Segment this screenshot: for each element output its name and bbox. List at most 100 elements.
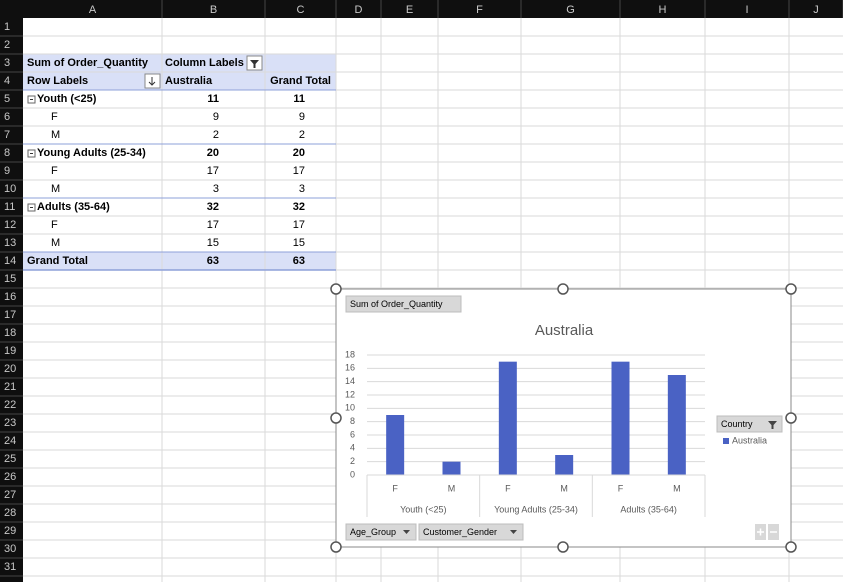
row-header[interactable]: 15 xyxy=(4,273,16,285)
row-header[interactable]: 25 xyxy=(4,453,16,465)
resize-handle[interactable] xyxy=(330,541,342,553)
resize-handle[interactable] xyxy=(785,283,797,295)
row-header[interactable]: 11 xyxy=(4,201,15,213)
row-header[interactable]: 9 xyxy=(4,165,10,177)
row-header[interactable]: 3 xyxy=(4,57,10,69)
pivot-item-label[interactable]: M xyxy=(51,129,60,141)
row-header[interactable]: 5 xyxy=(4,93,10,105)
row-header[interactable]: 10 xyxy=(4,183,16,195)
pivot-column-labels[interactable]: Column Labels xyxy=(165,57,244,69)
field-button[interactable] xyxy=(716,415,783,433)
pivot-value-field[interactable]: Sum of Order_Quantity xyxy=(27,57,149,69)
resize-handle[interactable] xyxy=(785,541,797,553)
column-header[interactable]: D xyxy=(355,4,363,16)
row-header[interactable]: 30 xyxy=(4,543,16,555)
pivot-item-label[interactable]: F xyxy=(51,165,58,177)
x-group-label: Young Adults (25-34) xyxy=(494,504,578,514)
column-header[interactable]: F xyxy=(476,4,483,16)
pivot-item-label[interactable]: M xyxy=(51,183,60,195)
row-header[interactable]: 1 xyxy=(4,21,10,33)
pivot-group-value[interactable]: 32 xyxy=(293,201,305,213)
pivot-grand-total-label[interactable]: Grand Total xyxy=(27,255,88,267)
field-button-label[interactable]: Country xyxy=(721,419,753,429)
field-button[interactable] xyxy=(418,523,524,541)
pivot-group-value[interactable]: 11 xyxy=(207,93,219,105)
column-header[interactable]: E xyxy=(406,4,413,16)
pivot-group-value[interactable]: 11 xyxy=(293,93,305,105)
pivot-column-header[interactable]: Grand Total xyxy=(270,75,331,87)
column-header[interactable]: A xyxy=(89,4,97,16)
row-header[interactable]: 19 xyxy=(4,345,16,357)
y-tick-label: 12 xyxy=(345,389,355,399)
row-header[interactable]: 12 xyxy=(4,219,16,231)
row-header[interactable]: 20 xyxy=(4,363,16,375)
column-header[interactable]: H xyxy=(659,4,667,16)
pivot-item-value[interactable]: 9 xyxy=(213,111,219,123)
pivot-group-label[interactable]: Adults (35-64) xyxy=(37,201,110,213)
field-button[interactable] xyxy=(345,295,462,313)
resize-handle[interactable] xyxy=(557,283,569,295)
pivot-group-value[interactable]: 20 xyxy=(207,147,219,159)
chart-area[interactable] xyxy=(335,288,792,548)
field-button[interactable] xyxy=(345,523,417,541)
row-header[interactable]: 2 xyxy=(4,39,10,51)
resize-handle[interactable] xyxy=(330,412,342,424)
pivot-column-header[interactable]: Australia xyxy=(165,75,213,87)
row-header[interactable]: 6 xyxy=(4,111,10,123)
pivot-item-value[interactable]: 2 xyxy=(299,129,305,141)
legend-label: Australia xyxy=(732,435,767,445)
pivot-item-label[interactable]: M xyxy=(51,237,60,249)
pivot-grand-total-value[interactable]: 63 xyxy=(207,255,219,267)
pivot-item-value[interactable]: 15 xyxy=(207,237,219,249)
row-header[interactable]: 29 xyxy=(4,525,16,537)
pivot-group-value[interactable]: 20 xyxy=(293,147,305,159)
pivot-group-label[interactable]: Youth (<25) xyxy=(37,93,97,105)
pivot-item-value[interactable]: 17 xyxy=(207,165,219,177)
column-header[interactable]: J xyxy=(813,4,819,16)
pivot-item-value[interactable]: 2 xyxy=(213,129,219,141)
pivot-group-value[interactable]: 32 xyxy=(207,201,219,213)
resize-handle[interactable] xyxy=(785,412,797,424)
row-header[interactable]: 28 xyxy=(4,507,16,519)
row-header[interactable]: 16 xyxy=(4,291,16,303)
bar xyxy=(442,461,461,475)
row-header[interactable]: 23 xyxy=(4,417,16,429)
column-header[interactable]: B xyxy=(210,4,217,16)
pivot-item-label[interactable]: F xyxy=(51,219,58,231)
resize-handle[interactable] xyxy=(330,283,342,295)
pivot-item-value[interactable]: 3 xyxy=(299,183,305,195)
pivot-row-labels[interactable]: Row Labels xyxy=(27,75,88,87)
column-header[interactable]: I xyxy=(745,4,748,16)
pivot-item-value[interactable]: 9 xyxy=(299,111,305,123)
field-button-label[interactable]: Customer_Gender xyxy=(423,527,497,537)
row-header[interactable]: 4 xyxy=(4,75,10,87)
row-header[interactable]: 21 xyxy=(4,381,16,393)
pivot-group-label[interactable]: Young Adults (25-34) xyxy=(37,147,146,159)
legend-swatch xyxy=(723,438,729,444)
pivot-grand-total-value[interactable]: 63 xyxy=(293,255,305,267)
column-header[interactable]: C xyxy=(297,4,305,16)
legend-filter-icon xyxy=(768,421,777,429)
field-button-label[interactable]: Age_Group xyxy=(350,527,396,537)
row-header[interactable]: 22 xyxy=(4,399,16,411)
row-header[interactable]: 27 xyxy=(4,489,16,501)
pivot-item-value[interactable]: 15 xyxy=(293,237,305,249)
row-header[interactable]: 31 xyxy=(4,561,16,573)
pivot-item-value[interactable]: 17 xyxy=(293,219,305,231)
row-header[interactable]: 13 xyxy=(4,237,16,249)
row-header[interactable]: 14 xyxy=(4,255,16,267)
row-header[interactable]: 24 xyxy=(4,435,16,447)
pivot-item-value[interactable]: 3 xyxy=(213,183,219,195)
pivot-item-value[interactable]: 17 xyxy=(207,219,219,231)
pivot-item-label[interactable]: F xyxy=(51,111,58,123)
column-header[interactable]: G xyxy=(566,4,575,16)
row-header[interactable]: 26 xyxy=(4,471,16,483)
resize-handle[interactable] xyxy=(557,541,569,553)
row-header[interactable]: 18 xyxy=(4,327,16,339)
field-button-label[interactable]: Sum of Order_Quantity xyxy=(350,299,443,309)
row-header[interactable]: 17 xyxy=(4,309,16,321)
row-header[interactable]: 7 xyxy=(4,129,10,141)
row-header[interactable]: 8 xyxy=(4,147,10,159)
pivot-item-value[interactable]: 17 xyxy=(293,165,305,177)
sort-icon xyxy=(148,77,156,86)
